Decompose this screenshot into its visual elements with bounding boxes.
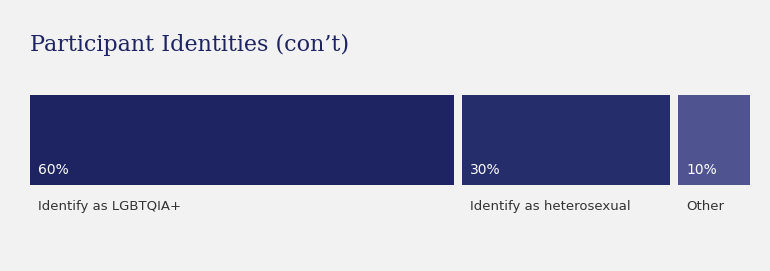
Text: 10%: 10% <box>686 163 717 177</box>
Text: 60%: 60% <box>38 163 69 177</box>
Text: Participant Identities (con’t): Participant Identities (con’t) <box>30 34 349 56</box>
Bar <box>678 95 750 185</box>
Bar <box>30 95 454 185</box>
Bar <box>462 95 670 185</box>
Text: Identify as heterosexual: Identify as heterosexual <box>470 200 631 213</box>
Text: Other: Other <box>686 200 724 213</box>
Text: 30%: 30% <box>470 163 500 177</box>
Text: Identify as LGBTQIA+: Identify as LGBTQIA+ <box>38 200 181 213</box>
